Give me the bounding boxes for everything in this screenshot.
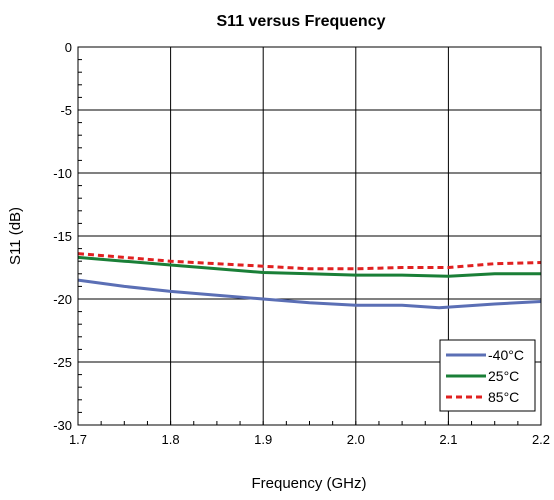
series-line-1 [77,278,542,310]
x-tick-label: 2.1 [439,432,457,447]
x-tick-labels: 1.7 1.8 1.9 2.0 2.1 2.2 [69,432,550,447]
x-tick-label: 1.7 [69,432,87,447]
x-axis-title: Frequency (GHz) [251,475,366,492]
y-tick-label: -5 [60,103,72,118]
series-layer [77,252,542,310]
legend: -40°C 25°C 85°C [439,339,536,412]
series-line-2 [77,255,541,278]
y-tick-label: 0 [65,40,72,55]
legend-label-2: 25°C [488,368,519,384]
legend-label-1: -40°C [488,347,524,363]
x-tick-label: 1.8 [162,432,180,447]
y-tick-label: -30 [53,418,72,433]
y-axis-title: S11 (dB) [7,207,24,265]
x-tick-label: 1.9 [254,432,272,447]
x-tick-label: 2.0 [347,432,365,447]
y-tick-label: -15 [53,229,72,244]
series-line-3 [77,252,542,271]
plot-frame [77,46,542,426]
x-tick-label: 2.2 [532,432,550,447]
y-tick-label: -25 [53,355,72,370]
y-tick-label: -10 [53,166,72,181]
y-tick-labels: 0 -5 -10 -15 -20 -25 -30 [53,40,72,433]
legend-label-3: 85°C [488,389,519,405]
y-tick-label: -20 [53,292,72,307]
chart-title: S11 versus Frequency [217,13,386,30]
